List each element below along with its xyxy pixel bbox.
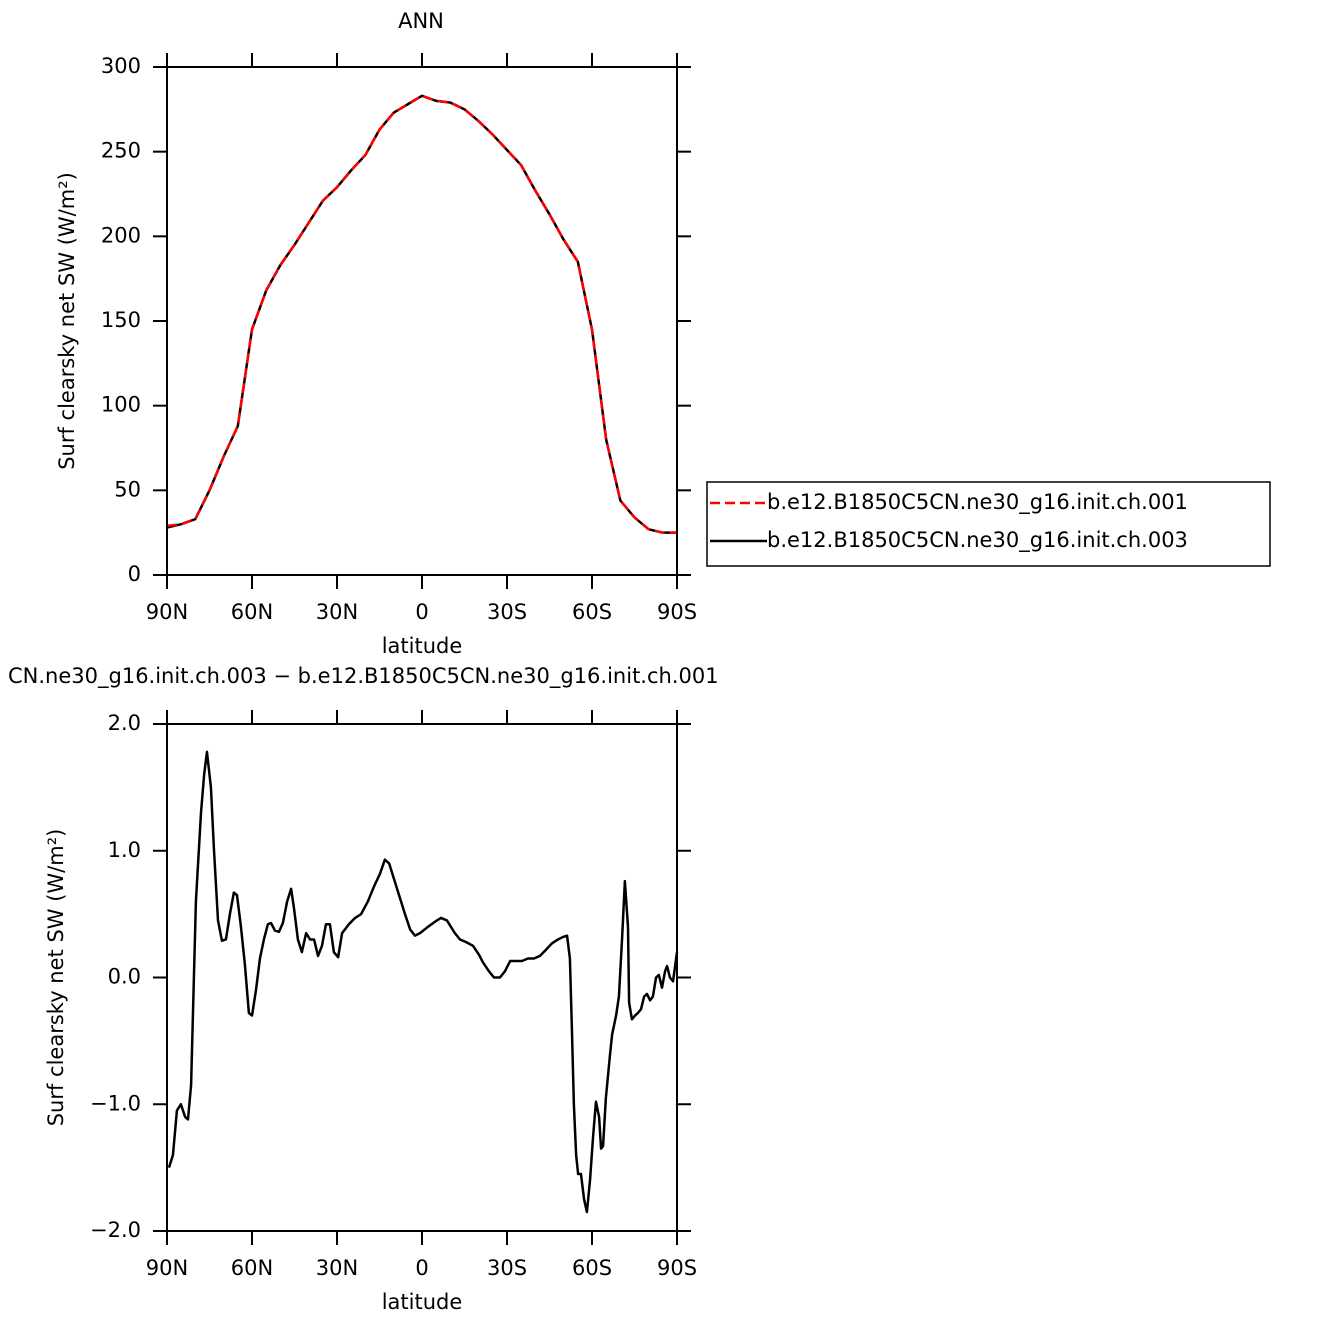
legend-label: b.e12.B1850C5CN.ne30_g16.init.ch.003 [767, 528, 1188, 553]
y-tick-label: −1.0 [90, 1091, 141, 1115]
chart-title: CN.ne30_g16.init.ch.003 − b.e12.B1850C5C… [8, 664, 719, 689]
x-tick-label: 0 [415, 600, 428, 624]
x-tick-label: 60N [231, 1256, 273, 1280]
y-tick-label: −2.0 [90, 1218, 141, 1242]
y-tick-label: 0 [128, 562, 141, 586]
y-tick-label: 250 [101, 139, 141, 163]
y-axis-label: Surf clearsky net SW (W/m²) [55, 172, 79, 470]
data-line [167, 750, 679, 1214]
y-tick-label: 150 [101, 308, 141, 332]
x-tick-label: 60S [572, 1256, 612, 1280]
x-tick-label: 30N [316, 600, 358, 624]
data-line [166, 94, 677, 534]
x-axis-label: latitude [382, 634, 463, 658]
y-tick-label: 2.0 [108, 711, 141, 735]
y-tick-label: 1.0 [108, 838, 141, 862]
legend-label: b.e12.B1850C5CN.ne30_g16.init.ch.001 [767, 490, 1188, 515]
x-tick-label: 90N [146, 600, 188, 624]
y-tick-label: 300 [101, 54, 141, 78]
plot-frame [166, 723, 678, 1232]
y-axis-label: Surf clearsky net SW (W/m²) [44, 829, 68, 1127]
x-tick-label: 60N [231, 600, 273, 624]
legend-box [706, 481, 1271, 567]
y-tick-label: 100 [101, 393, 141, 417]
x-tick-label: 30S [487, 1256, 527, 1280]
plot-frame [166, 66, 678, 576]
y-tick-label: 50 [114, 477, 141, 501]
x-axis-label: latitude [382, 1290, 463, 1314]
y-tick-label: 0.0 [108, 965, 141, 989]
x-tick-label: 30N [316, 1256, 358, 1280]
x-tick-label: 90S [657, 1256, 697, 1280]
x-tick-label: 30S [487, 600, 527, 624]
x-tick-label: 90S [657, 600, 697, 624]
x-tick-label: 60S [572, 600, 612, 624]
y-tick-label: 200 [101, 223, 141, 247]
data-line [166, 94, 677, 534]
chart-title: ANN [398, 9, 444, 33]
x-tick-label: 90N [146, 1256, 188, 1280]
x-tick-label: 0 [415, 1256, 428, 1280]
